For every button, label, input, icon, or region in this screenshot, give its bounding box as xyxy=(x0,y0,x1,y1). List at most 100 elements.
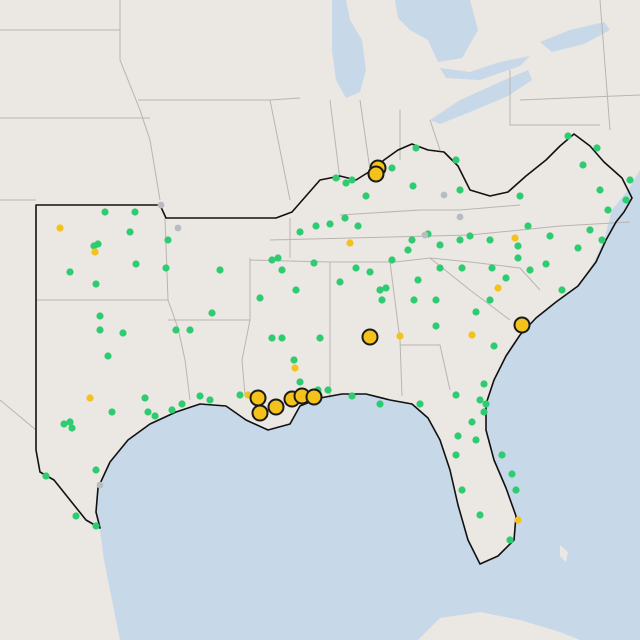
site-marker xyxy=(502,274,510,282)
inactive-marker xyxy=(421,231,429,239)
major-marker xyxy=(361,328,379,346)
site-marker xyxy=(456,186,464,194)
lake xyxy=(540,22,610,52)
major-marker xyxy=(367,165,385,183)
site-marker xyxy=(593,144,601,152)
site-marker xyxy=(60,420,68,428)
site-marker xyxy=(268,256,276,264)
lake xyxy=(440,56,530,80)
site-marker xyxy=(208,309,216,317)
state-line xyxy=(0,0,640,201)
site-marker xyxy=(108,408,116,416)
site-marker xyxy=(348,392,356,400)
site-marker xyxy=(94,240,102,248)
site-marker xyxy=(436,264,444,272)
site-marker xyxy=(376,400,384,408)
site-marker xyxy=(126,228,134,236)
site-marker xyxy=(296,378,304,386)
site-marker xyxy=(452,391,460,399)
site-marker xyxy=(596,186,604,194)
alert-marker xyxy=(494,284,502,292)
site-marker xyxy=(72,512,80,520)
site-marker xyxy=(388,256,396,264)
site-marker xyxy=(354,222,362,230)
site-marker xyxy=(352,264,360,272)
site-marker xyxy=(131,208,139,216)
alert-marker xyxy=(291,364,299,372)
site-marker xyxy=(292,286,300,294)
alert-marker xyxy=(396,332,404,340)
markers xyxy=(42,132,634,544)
site-marker xyxy=(164,236,172,244)
site-marker xyxy=(312,222,320,230)
site-marker xyxy=(412,144,420,152)
site-marker xyxy=(341,214,349,222)
site-marker xyxy=(336,278,344,286)
site-marker xyxy=(546,232,554,240)
site-marker xyxy=(514,242,522,250)
site-marker xyxy=(579,161,587,169)
inactive-marker xyxy=(96,481,104,489)
site-marker xyxy=(104,352,112,360)
major-marker xyxy=(513,316,531,334)
site-marker xyxy=(186,326,194,334)
state-lines xyxy=(0,0,640,431)
alert-marker xyxy=(91,248,99,256)
site-marker xyxy=(524,222,532,230)
site-marker xyxy=(348,176,356,184)
alert-marker xyxy=(511,234,519,242)
major-marker xyxy=(251,404,269,422)
site-marker xyxy=(236,391,244,399)
site-marker xyxy=(206,396,214,404)
inactive-marker xyxy=(440,191,448,199)
site-marker xyxy=(162,264,170,272)
site-marker xyxy=(216,266,224,274)
site-marker xyxy=(542,260,550,268)
site-marker xyxy=(480,408,488,416)
site-marker xyxy=(458,486,466,494)
inactive-marker xyxy=(174,224,182,232)
site-marker xyxy=(564,132,572,140)
site-marker xyxy=(498,451,506,459)
site-marker xyxy=(324,386,332,394)
site-marker xyxy=(296,228,304,236)
site-marker xyxy=(586,226,594,234)
site-marker xyxy=(480,380,488,388)
major-marker xyxy=(249,389,267,407)
site-marker xyxy=(172,326,180,334)
site-marker xyxy=(432,322,440,330)
site-marker xyxy=(526,266,534,274)
site-marker xyxy=(598,236,606,244)
lake xyxy=(395,0,478,62)
inactive-marker xyxy=(456,213,464,221)
alert-marker xyxy=(346,239,354,247)
site-marker xyxy=(452,156,460,164)
alert-marker xyxy=(86,394,94,402)
site-marker xyxy=(454,432,462,440)
site-marker xyxy=(196,392,204,400)
site-marker xyxy=(342,179,350,187)
site-marker xyxy=(366,268,374,276)
site-marker xyxy=(362,192,370,200)
site-marker xyxy=(141,394,149,402)
site-marker xyxy=(119,329,127,337)
lake xyxy=(430,70,532,124)
site-marker xyxy=(310,259,318,267)
site-marker xyxy=(178,400,186,408)
site-marker xyxy=(42,472,50,480)
site-marker xyxy=(506,536,514,544)
island xyxy=(418,612,580,640)
site-marker xyxy=(316,334,324,342)
site-marker xyxy=(514,254,522,262)
site-marker xyxy=(436,241,444,249)
site-marker xyxy=(486,296,494,304)
site-marker xyxy=(132,260,140,268)
site-marker xyxy=(332,174,340,182)
site-marker xyxy=(512,486,520,494)
alert-marker xyxy=(514,516,522,524)
site-marker xyxy=(604,206,612,214)
inactive-marker xyxy=(157,201,165,209)
site-marker xyxy=(486,236,494,244)
alert-marker xyxy=(56,224,64,232)
